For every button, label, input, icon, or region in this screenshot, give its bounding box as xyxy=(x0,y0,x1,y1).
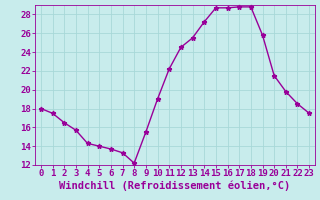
X-axis label: Windchill (Refroidissement éolien,°C): Windchill (Refroidissement éolien,°C) xyxy=(60,181,291,191)
